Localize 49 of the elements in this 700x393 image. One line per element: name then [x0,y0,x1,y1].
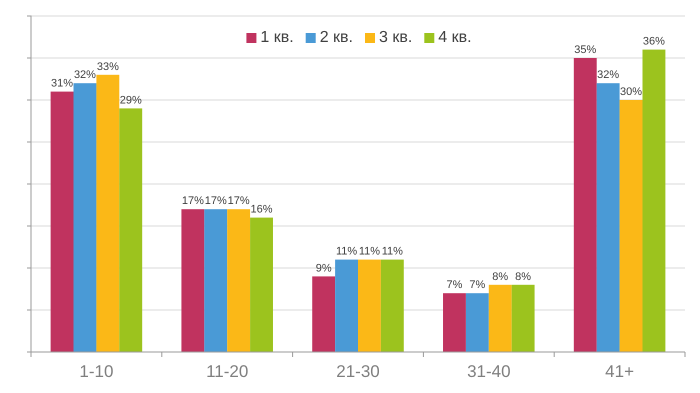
data-label: 31% [51,78,74,90]
bar [512,284,535,352]
legend-label: 2 кв. [320,29,353,46]
bar [250,218,273,352]
x-tick-label: 11-20 [206,362,248,382]
bar [312,276,336,352]
bar [50,92,74,352]
legend-label: 4 кв. [438,29,472,46]
bar [466,293,489,352]
data-label: 11% [358,246,380,258]
x-tick-label: 1-10 [79,362,114,382]
data-label: 9% [316,262,332,274]
bar [358,260,381,352]
x-tick-label: 41+ [605,362,634,382]
data-label: 7% [469,279,486,292]
bar [96,74,120,352]
data-label: 11% [382,246,404,258]
bar [204,209,228,352]
bar [119,108,142,352]
x-tick-label: 31-40 [467,362,511,382]
bar [380,260,404,352]
data-label: 36% [642,36,666,48]
data-label: 35% [574,44,596,56]
legend-label: 3 кв. [379,29,412,46]
bar [642,50,666,352]
data-label: 16% [250,204,273,216]
bar [181,209,204,352]
bar [227,209,250,352]
data-label: 7% [446,279,463,292]
bar [488,284,512,352]
data-label: 8% [515,270,532,283]
bar [596,83,620,352]
data-label: 30% [620,86,642,98]
data-label: 8% [492,270,508,283]
data-label: 17% [204,195,227,208]
bar [443,293,466,352]
data-label: 32% [74,69,96,82]
data-label: 29% [120,94,142,106]
bar [574,58,597,352]
data-label: 11% [336,246,358,258]
x-tick-label: 21-30 [336,362,380,382]
legend-label: 1 кв. [260,29,294,46]
data-label: 17% [228,195,250,208]
bar [74,83,96,352]
data-label: 33% [96,60,120,73]
bar [620,100,642,352]
bar [335,260,358,352]
data-label: 32% [597,69,620,82]
data-label: 17% [182,195,204,208]
